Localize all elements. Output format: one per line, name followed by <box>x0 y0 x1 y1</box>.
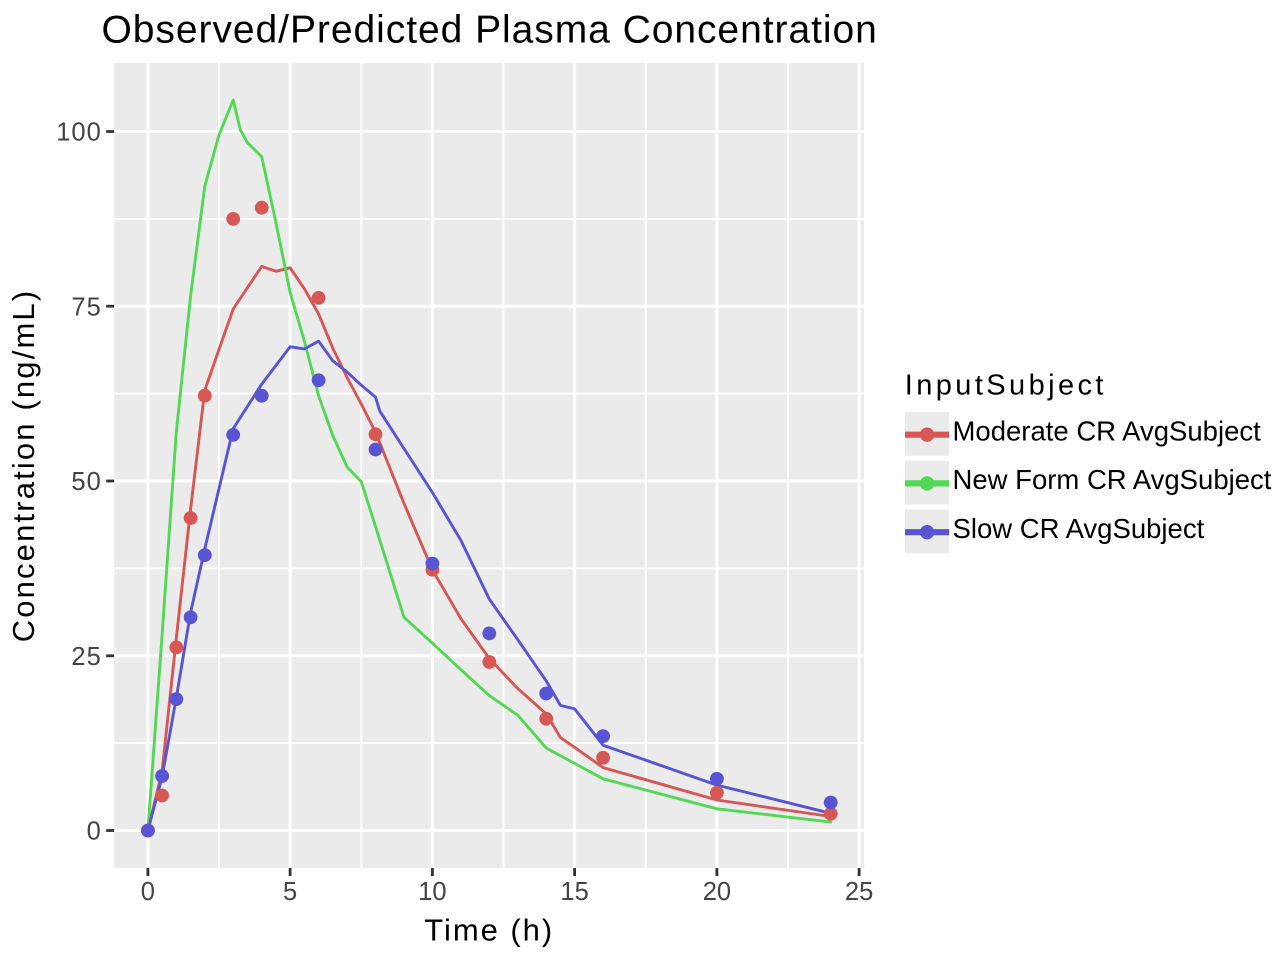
svg-text:0: 0 <box>87 818 102 846</box>
svg-text:Concentration (ng/mL): Concentration (ng/mL) <box>6 289 41 643</box>
svg-text:5: 5 <box>283 878 297 906</box>
svg-text:Slow CR AvgSubject: Slow CR AvgSubject <box>953 513 1205 544</box>
svg-text:15: 15 <box>560 878 588 906</box>
svg-text:25: 25 <box>71 643 101 671</box>
svg-text:0: 0 <box>141 878 155 906</box>
svg-text:InputSubject: InputSubject <box>905 369 1107 401</box>
svg-text:Time (h): Time (h) <box>424 913 554 948</box>
svg-text:New Form CR AvgSubject: New Form CR AvgSubject <box>953 464 1272 495</box>
svg-text:Observed/Predicted Plasma Conc: Observed/Predicted Plasma Concentration <box>102 9 878 52</box>
svg-text:75: 75 <box>71 293 101 321</box>
svg-text:Moderate CR AvgSubject: Moderate CR AvgSubject <box>953 415 1262 446</box>
svg-text:25: 25 <box>845 878 873 906</box>
svg-text:20: 20 <box>703 878 731 906</box>
svg-text:100: 100 <box>56 119 102 147</box>
svg-text:10: 10 <box>418 878 446 906</box>
svg-text:50: 50 <box>71 468 101 496</box>
